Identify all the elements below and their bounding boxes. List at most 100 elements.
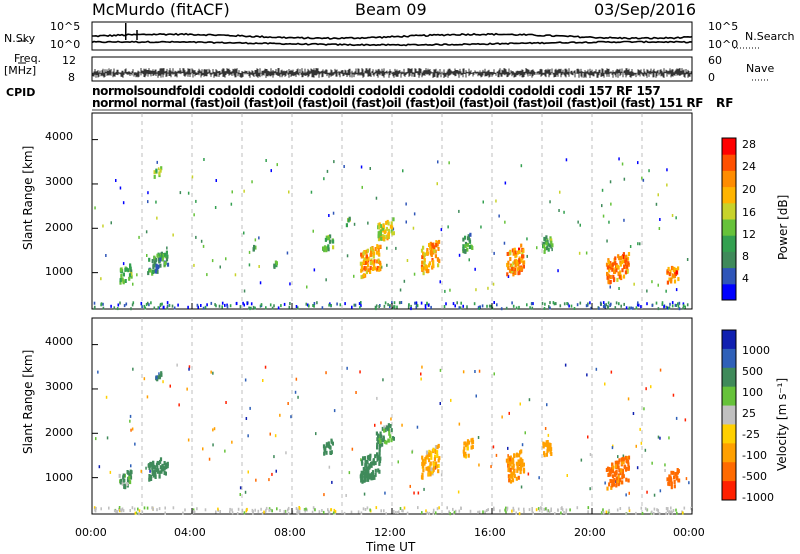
scatter-cell [531, 302, 533, 305]
scatter-cell [294, 390, 297, 394]
data-cell [512, 460, 515, 465]
data-cell [324, 246, 327, 251]
data-cell [253, 244, 256, 249]
scatter-cell [156, 216, 158, 220]
scatter-cell [632, 412, 635, 415]
data-cell [606, 271, 609, 276]
scatter-cell [243, 289, 246, 293]
scatter-cell [559, 304, 562, 308]
data-cell [546, 242, 549, 247]
data-cell [377, 258, 380, 263]
scatter-cell [192, 508, 195, 512]
data-cell [361, 473, 364, 478]
scatter-cell [289, 282, 291, 286]
scatter-cell [432, 508, 435, 512]
data-cell [670, 481, 673, 486]
scatter-cell [658, 512, 661, 516]
scatter-cell [102, 306, 105, 310]
data-cell [522, 261, 525, 265]
scatter-cell [206, 273, 208, 277]
freq-nave-trace [91, 68, 693, 78]
xtick-1: 04:00 [174, 526, 206, 539]
data-cell [387, 438, 390, 443]
scatter-cell [665, 511, 667, 515]
data-cell [436, 450, 439, 455]
data-cell [428, 458, 431, 463]
scatter-cell [657, 435, 660, 439]
scatter-cell [208, 457, 211, 461]
data-cell [624, 262, 627, 267]
scatter-cell [211, 259, 214, 263]
scatter-cell [264, 365, 267, 369]
scatter-cell [171, 304, 174, 308]
scatter-cell [380, 509, 382, 513]
scatter-cell [677, 304, 680, 308]
velocity-colorbar-cell [722, 462, 736, 482]
data-cell [621, 260, 624, 265]
scatter-cell [682, 302, 685, 306]
data-cell [548, 243, 551, 248]
scatter-cell [138, 235, 140, 239]
scatter-cell [546, 509, 549, 513]
scatter-cell [251, 180, 253, 184]
data-cell [155, 168, 158, 173]
scatter-cell [172, 233, 174, 237]
data-cell [152, 473, 155, 478]
scatter-cell [669, 302, 671, 306]
scatter-cell [661, 302, 664, 306]
scatter-cell [93, 506, 96, 510]
scatter-cell [271, 509, 273, 513]
data-cell [609, 469, 612, 474]
scatter-cell [119, 301, 121, 305]
data-cell [381, 442, 384, 447]
data-cell [374, 472, 377, 477]
scatter-cell [492, 445, 495, 449]
scatter-cell [332, 511, 335, 515]
scatter-cell [436, 507, 439, 511]
data-cell [425, 269, 428, 273]
data-cell [466, 439, 470, 444]
scatter-cell [398, 510, 400, 514]
data-cell [509, 459, 512, 464]
data-cell [430, 455, 433, 460]
velocity-colorbar-cell [722, 405, 736, 425]
data-cell [159, 257, 162, 262]
scatter-cell [397, 460, 399, 464]
data-cell [327, 441, 330, 446]
scatter-cell [129, 509, 131, 512]
data-cell [148, 268, 151, 273]
data-cell [364, 256, 367, 261]
data-cell [611, 462, 614, 467]
data-cell [614, 470, 617, 475]
scatter-cell [578, 251, 581, 255]
data-cell [155, 375, 158, 380]
scatter-cell [193, 263, 195, 267]
scatter-cell [131, 303, 134, 307]
scatter-cell [478, 369, 481, 373]
data-cell [434, 450, 437, 455]
scatter-cell [308, 304, 310, 308]
data-cell [434, 454, 437, 459]
scatter-cell [602, 214, 605, 218]
data-cell [428, 452, 431, 457]
scatter-cell [690, 506, 692, 510]
noise-sky-trace [92, 32, 693, 40]
data-cell [668, 482, 671, 487]
data-cell [327, 236, 330, 241]
scatter-cell [563, 210, 565, 214]
data-cell [379, 224, 383, 229]
scatter-cell [675, 304, 678, 307]
data-cell [420, 248, 424, 253]
power-cbar-tick-8: 8 [742, 250, 749, 263]
scatter-cell [380, 421, 382, 425]
data-cell [427, 269, 430, 273]
scatter-cell [678, 307, 681, 311]
nave-tick-bottom: 0 [708, 71, 715, 84]
scatter-cell [279, 509, 281, 512]
data-cell [470, 445, 473, 450]
data-cell [379, 260, 382, 265]
data-cell [622, 460, 625, 464]
data-cell [617, 271, 620, 276]
scatter-cell [661, 301, 664, 305]
